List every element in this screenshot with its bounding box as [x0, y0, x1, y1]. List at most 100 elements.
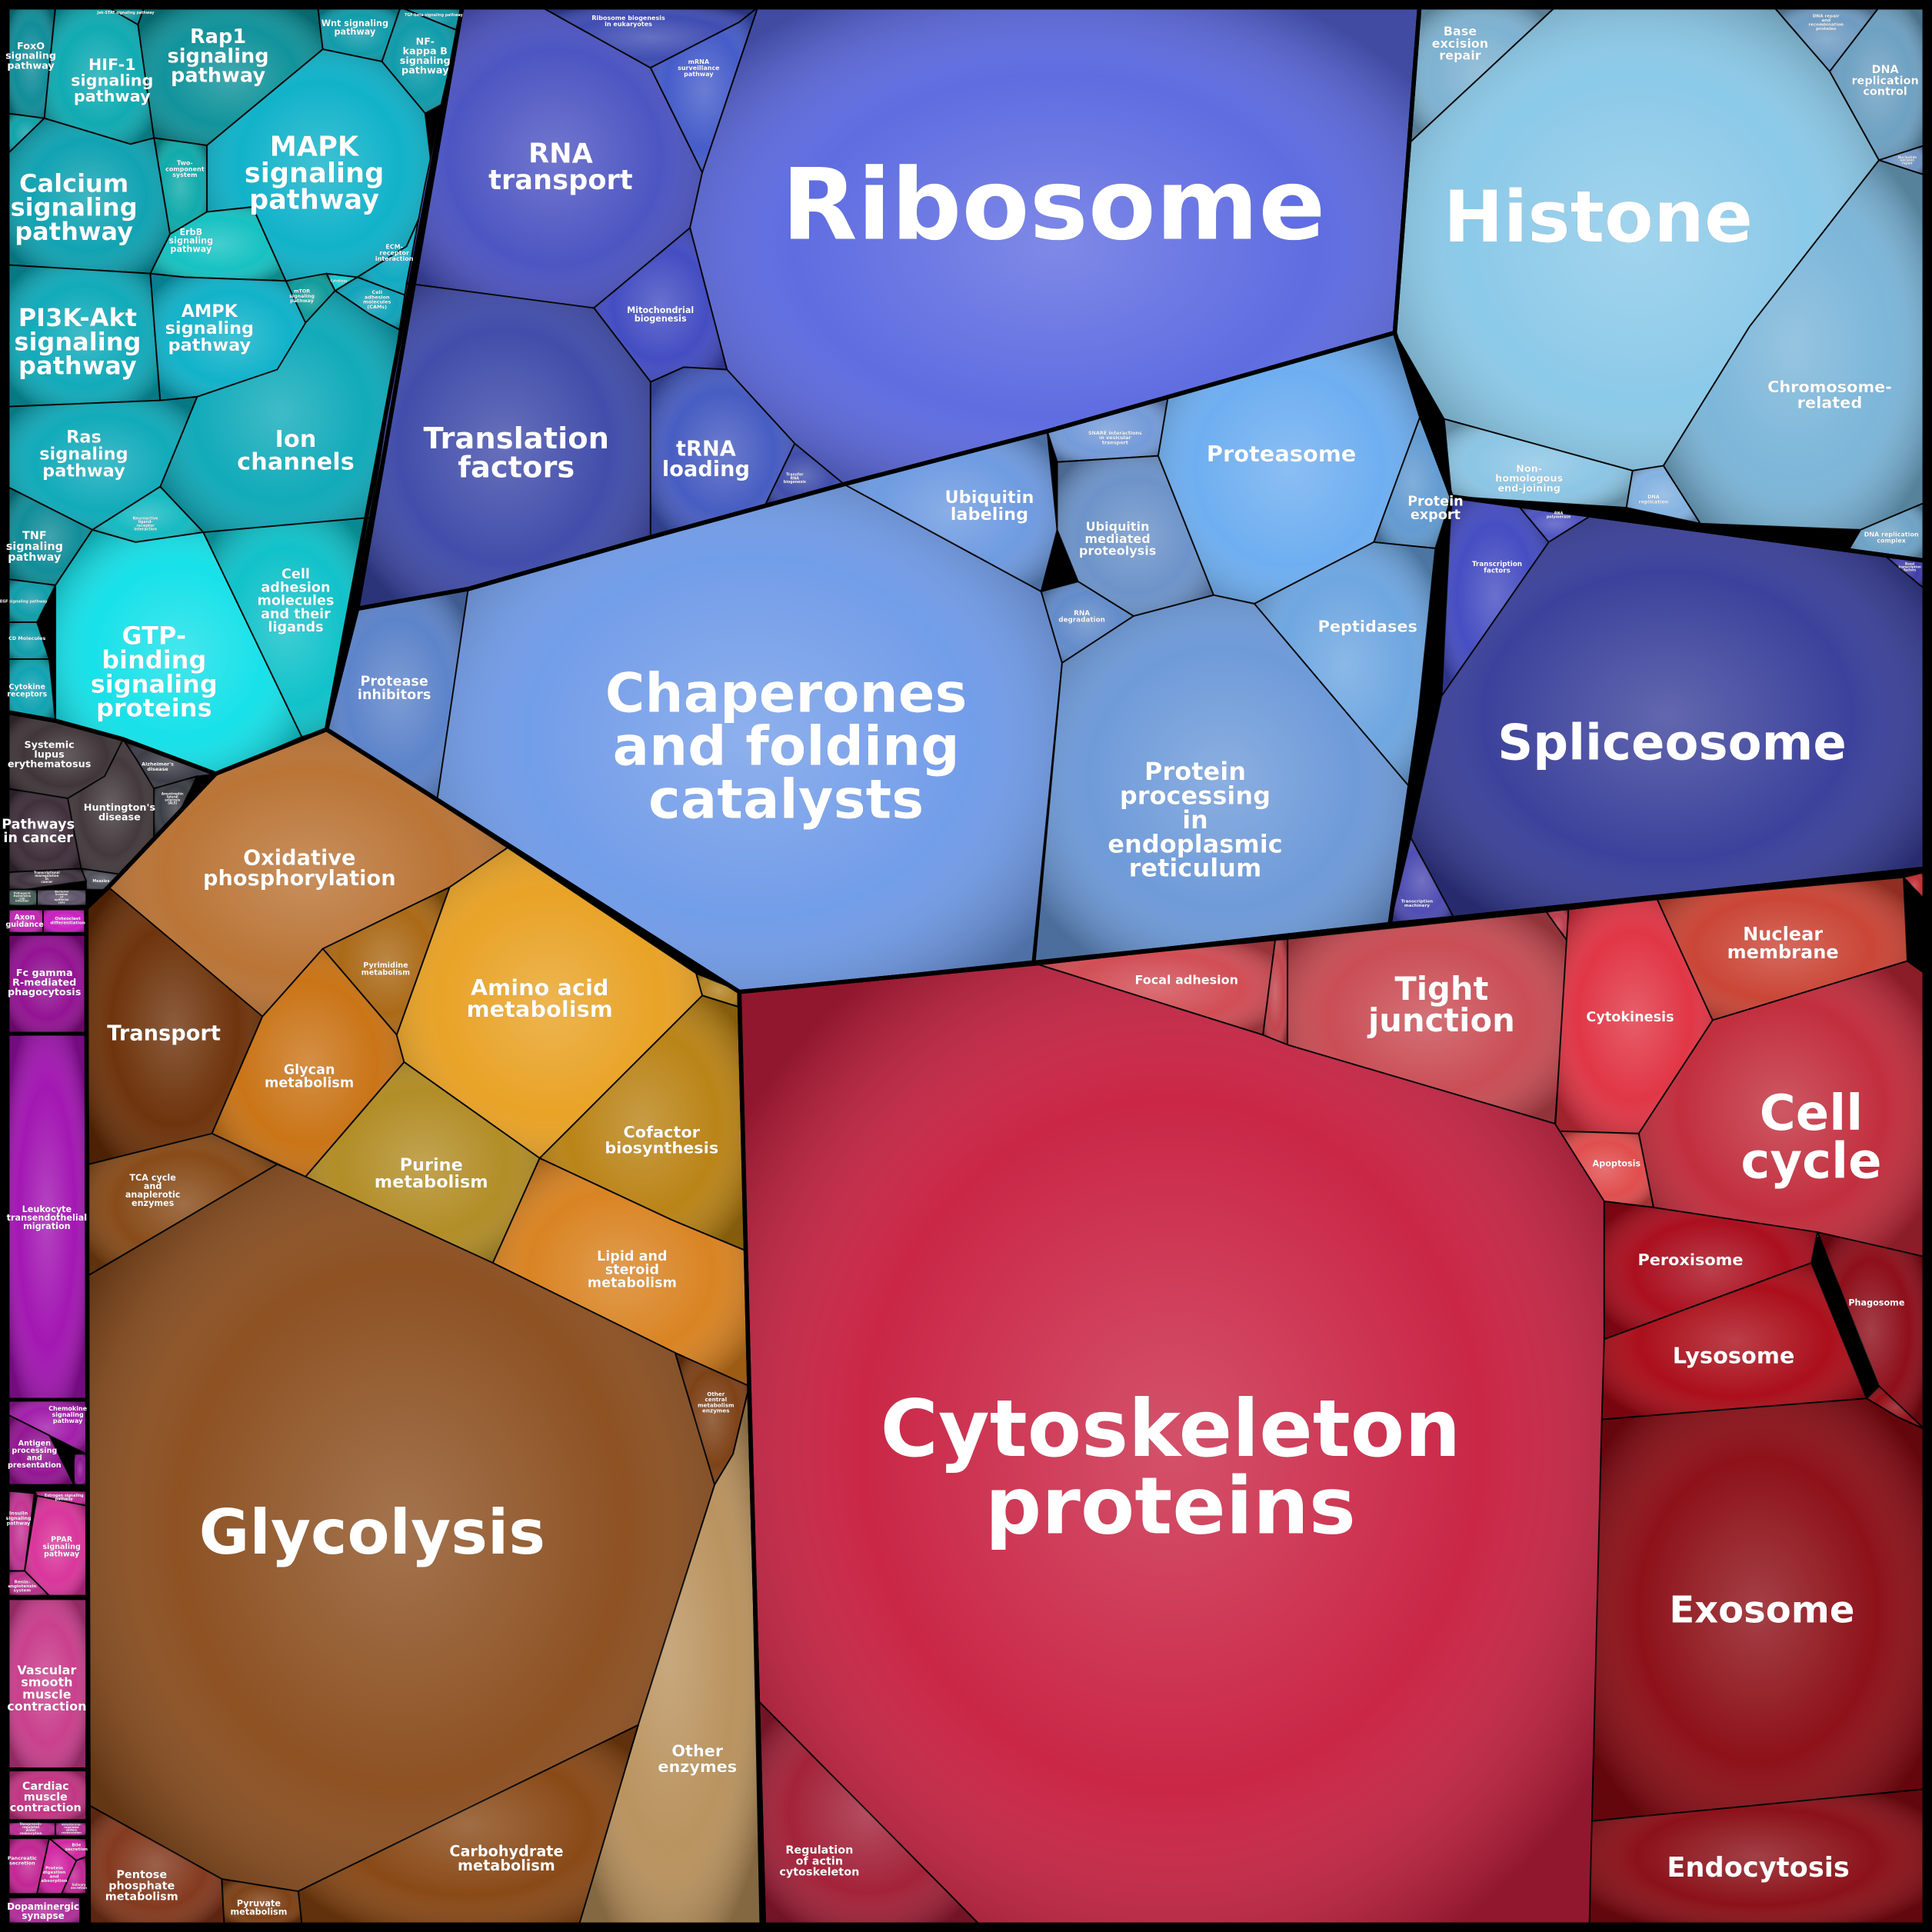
cell-label-line: RNA — [1554, 511, 1564, 516]
cell-label-line: Proteasome — [1207, 441, 1357, 467]
cell-label-line: tRNA — [676, 437, 736, 461]
cell-label: Measles — [92, 879, 109, 884]
cell-label-line: Transcription — [1401, 900, 1433, 904]
cell-label: PI3K-Akt signaling pathway — [14, 303, 141, 381]
cell-label-line: Mitochondrial — [627, 305, 694, 315]
cell-label-line: biosynthesis — [605, 1139, 718, 1158]
cell-label-line: endoplasmic — [1108, 829, 1282, 858]
cell-label-line: anaplerotic — [125, 1190, 181, 1200]
cell-label: Endocytosis — [1667, 1852, 1850, 1884]
cell-label: Bacterial invasion of epithelial cells — [55, 891, 69, 904]
cell-label-line: polymerase — [1547, 515, 1571, 520]
cell-label-line: pathway — [249, 185, 379, 216]
cell-label-line: adhesion — [365, 294, 390, 300]
cell-label-line: catalysts — [648, 768, 924, 831]
cell-label-line: proteins — [96, 694, 212, 723]
cell-label: Ubiquitin mediated proteolysis — [1079, 519, 1156, 558]
cell-label-line: AMPK — [182, 301, 239, 321]
cell-label-line: enzymes — [658, 1757, 737, 1776]
cell-label: Axon guidance — [5, 913, 44, 928]
cell-label: MAPK signaling pathway — [245, 131, 385, 215]
cell-label-line: infection — [15, 900, 29, 903]
cell-label: Pathways in cancer — [2, 817, 75, 845]
cell-label-line: signaling — [5, 51, 56, 62]
cell-label: Calcium signaling pathway — [11, 168, 138, 246]
cell-label: Lipid and steroid metabolism — [588, 1249, 677, 1291]
cell-label-line: Peroxisome — [1638, 1251, 1744, 1269]
cell-label-line: VEGF signaling pathway — [0, 600, 48, 605]
cell-label-line: phosphorylation — [203, 867, 396, 891]
cell-label-line: proteolysis — [1079, 544, 1156, 558]
cell-label: Protein processing in endoplasmic reticulum — [1108, 757, 1282, 883]
cell-label-line: repair — [1902, 162, 1913, 165]
cell-label-line: water — [26, 1828, 36, 1832]
cell-label-line: pathway — [74, 87, 151, 105]
cell-label-line: related — [1797, 393, 1863, 411]
cell-label-line: metabolism — [230, 1907, 287, 1917]
cell-label-line: RNA — [791, 476, 800, 481]
cell-label-line: surveillance — [678, 65, 720, 72]
cell-label-line: interaction — [134, 528, 157, 532]
cell-label: Rap1 signaling pathway — [168, 25, 269, 87]
cell-label-line: enzymes — [132, 1198, 175, 1208]
cell-label: Focal adhesion — [1134, 972, 1238, 987]
cell-label-line: Pyrimidine — [363, 961, 408, 970]
cell-label-line: SNARE interactions — [1088, 430, 1142, 436]
cell-label: tRNA loading — [662, 437, 750, 481]
cell-label: AMPK signaling pathway — [165, 301, 254, 355]
cell-label: Apoptosis — [1593, 1158, 1641, 1168]
cell-label-line: Transcription — [1472, 561, 1522, 568]
cell-label: RNA degradation — [1058, 610, 1105, 625]
cell-label: VEGF signaling pathway — [0, 600, 48, 605]
cell-label: Glycolysis — [199, 1497, 545, 1568]
cell-label-line: enzymes — [702, 1407, 730, 1414]
cell-label-line: Translation — [423, 421, 609, 456]
cell-label-line: replication — [1851, 75, 1918, 87]
cell-label-line: Ribosome biogenesis — [591, 15, 665, 22]
cell-label-line: Pyruvate — [237, 1899, 281, 1909]
cell-label-line: mediated — [1084, 531, 1150, 546]
cell-label-line: in cancer — [3, 831, 73, 846]
cell-label-line: Vasopressin- — [20, 1822, 42, 1826]
cell-label: DNA replication complex — [1864, 531, 1919, 544]
cell-label-line: Non- — [1516, 464, 1542, 475]
cell-label: FoxO signaling pathway — [5, 41, 56, 72]
cell-label-line: DNA — [1872, 64, 1900, 76]
cell-unlabeled[interactable] — [73, 1453, 88, 1486]
cell-label-line: signaling — [6, 1515, 32, 1521]
cell-label-line: pathway — [290, 298, 315, 304]
cell-label-line: Peptidases — [1318, 617, 1417, 635]
cell-label-line: phagocytosis — [8, 987, 82, 998]
cell-label: Non-homologous end-joining — [1495, 464, 1563, 495]
cell-label: mRNA surveillance pathway — [678, 58, 720, 78]
cell-label-line: TGF-beta signaling pathway — [405, 13, 464, 18]
cell-label-line: metabolism — [467, 996, 613, 1022]
cell-label-line: Purine — [400, 1155, 463, 1175]
cell-label: Bile secretion — [65, 1844, 88, 1852]
cell-label-line: labeling — [951, 505, 1028, 525]
cell-label-line: digestion — [43, 1870, 65, 1875]
cell-label-line: synapse — [22, 1910, 64, 1921]
cell-label: Protein export — [1407, 495, 1464, 523]
cell-label-line: degradation — [1058, 617, 1105, 625]
cell-label: Nuclear membrane — [1727, 923, 1839, 963]
cell-label-line: Insulin — [9, 1511, 28, 1517]
cell-label-line: mTOR — [294, 288, 310, 295]
cell-label: Transfer RNA biogenesis — [784, 473, 806, 485]
cell-label-line: Glycolysis — [199, 1497, 545, 1568]
cell-label-line: Protein — [1407, 495, 1464, 510]
cell-label: Leukocyte transendothelial migration — [7, 1204, 87, 1231]
cell-label-line: Cell — [281, 567, 310, 582]
cell-label-line: (CAMs) — [367, 304, 387, 310]
cell-label-line: excision — [1900, 158, 1915, 162]
cell-label: Cytokine receptors — [7, 683, 47, 698]
cell-label-line: replication — [1639, 498, 1669, 505]
cell-label: GTP-binding signaling proteins — [91, 621, 218, 723]
cell-label-line: and — [50, 1874, 59, 1879]
cell-label: Pancreatic secretion — [8, 1855, 37, 1866]
cell-label-line: signaling — [245, 158, 385, 189]
cell-label-line: Other — [707, 1391, 725, 1397]
cell-label: Osteoclast differentiation — [50, 917, 85, 925]
cell-label-line: membrane — [1727, 941, 1839, 963]
cell-label-line: angiotensin — [8, 1584, 36, 1589]
